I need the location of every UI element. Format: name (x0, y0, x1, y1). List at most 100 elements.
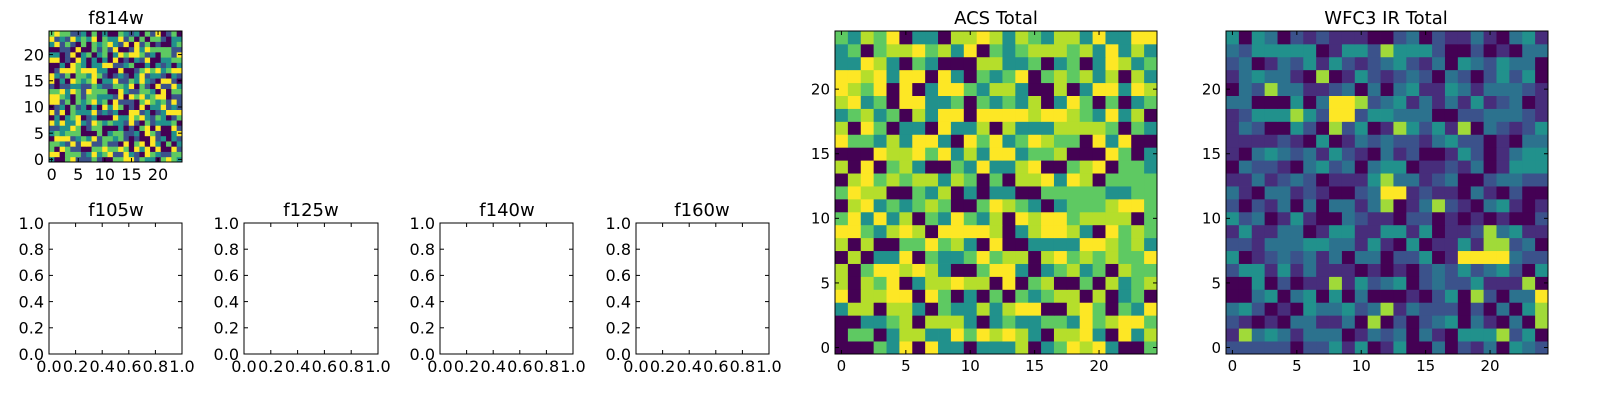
heatmap-cell (64, 88, 71, 95)
heatmap-cell (134, 57, 140, 63)
heatmap-cell (70, 36, 76, 42)
heatmap-cell (925, 341, 939, 355)
heatmap-cell (1015, 289, 1029, 303)
heatmap-cell (1483, 289, 1497, 303)
heatmap-cell (49, 141, 55, 147)
heatmap-cell (1251, 315, 1266, 329)
heatmap-cell (1015, 211, 1029, 226)
heatmap-cell (1509, 31, 1523, 45)
heatmap-cell (155, 109, 162, 116)
heatmap-cell (886, 56, 900, 71)
heatmap-cell (886, 31, 900, 45)
heatmap-cell (155, 120, 162, 126)
y-tick-label: 0 (820, 339, 830, 357)
heatmap-cell (134, 72, 140, 79)
panel-title-acs-total: ACS Total (954, 8, 1038, 29)
heatmap-cell (64, 109, 71, 116)
heatmap-cell (1367, 250, 1381, 264)
heatmap-cell (1290, 198, 1304, 213)
heatmap-cell (176, 151, 183, 158)
heatmap-cell (171, 114, 178, 121)
heatmap-cell (912, 134, 926, 148)
heatmap-cell (1329, 328, 1343, 342)
heatmap-cell (1406, 147, 1420, 161)
heatmap-cell (1535, 56, 1549, 71)
heatmap-cell (80, 31, 87, 37)
panel-f140w: f140w 0.0 0.2 0.4 0.6 0.8 1.00.00.20.40.60.81… (410, 200, 586, 376)
heatmap-cell (886, 82, 900, 96)
heatmap-cell (123, 120, 130, 126)
heatmap-cell (96, 125, 103, 131)
heatmap-cell (1277, 56, 1291, 71)
heatmap-cell (835, 224, 849, 239)
y-tick-label: 0.2 (214, 319, 239, 338)
heatmap-cell (912, 341, 926, 355)
heatmap-cell (1066, 237, 1081, 252)
heatmap-cell (118, 51, 124, 58)
heatmap-cell (166, 141, 172, 147)
x-tick-label: 10 (95, 165, 115, 184)
x-tick-label: 20 (1480, 357, 1499, 375)
heatmap-cell (860, 186, 875, 200)
heatmap-cell (1444, 328, 1459, 342)
heatmap-cell (150, 72, 156, 79)
heatmap-cell (75, 88, 82, 95)
heatmap-cell (64, 62, 71, 69)
heatmap-cell (91, 72, 98, 79)
heatmap-cell (49, 146, 55, 152)
heatmap-cell (150, 125, 156, 131)
y-tick-label: 10 (24, 98, 44, 117)
heatmap-cell (1316, 302, 1330, 316)
heatmap-cell (123, 78, 130, 84)
heatmap-cell (1496, 121, 1510, 135)
heatmap-cell (1290, 224, 1304, 239)
heatmap-cell (1238, 250, 1253, 264)
heatmap-cell (1028, 160, 1042, 174)
heatmap-cell (1380, 69, 1394, 84)
heatmap-cell (1264, 82, 1278, 96)
heatmap-cell (1105, 224, 1119, 239)
heatmap-cell (1002, 211, 1016, 226)
heatmap-cell (1316, 186, 1330, 200)
heatmap-cell (1522, 43, 1536, 58)
heatmap-cell (70, 62, 76, 69)
heatmap-cell (976, 276, 990, 290)
heatmap-cell (835, 82, 849, 96)
heatmap-cell (989, 328, 1003, 342)
heatmap-cell (1118, 186, 1132, 200)
heatmap-cell (1496, 31, 1510, 45)
heatmap-cell (112, 114, 119, 121)
heatmap-cell (176, 135, 183, 142)
heatmap-cell (166, 46, 172, 53)
heatmap-cell (118, 62, 124, 69)
heatmap-cell (1341, 224, 1356, 239)
heatmap-cell (1316, 237, 1330, 252)
heatmap-cell (1144, 263, 1158, 277)
heatmap-cell (1264, 186, 1278, 200)
heatmap-cell (123, 93, 130, 100)
heatmap-cell (150, 130, 156, 137)
heatmap-cell (1444, 315, 1459, 329)
heatmap-cell (144, 114, 151, 121)
heatmap-cell (86, 51, 92, 58)
heatmap-cell (989, 95, 1003, 109)
heatmap-cell (1118, 341, 1132, 355)
heatmap-cell (1264, 328, 1278, 342)
heatmap-cell (1251, 237, 1266, 252)
heatmap-cell (1002, 56, 1016, 71)
heatmap-cell (886, 198, 900, 213)
heatmap-cell (128, 78, 135, 84)
heatmap-cell (1483, 263, 1497, 277)
heatmap-cell (1015, 95, 1029, 109)
heatmap-cell (938, 43, 952, 58)
heatmap-cell (1144, 211, 1158, 226)
heatmap-cell (59, 83, 66, 90)
heatmap-cell (1028, 173, 1042, 187)
heatmap-cell (1226, 173, 1240, 187)
heatmap-cell (1444, 56, 1459, 71)
heatmap-cell (1483, 186, 1497, 200)
heatmap-cell (128, 141, 135, 147)
heatmap-cell (950, 173, 965, 187)
heatmap-cell (925, 289, 939, 303)
heatmap-cell (1092, 108, 1106, 122)
